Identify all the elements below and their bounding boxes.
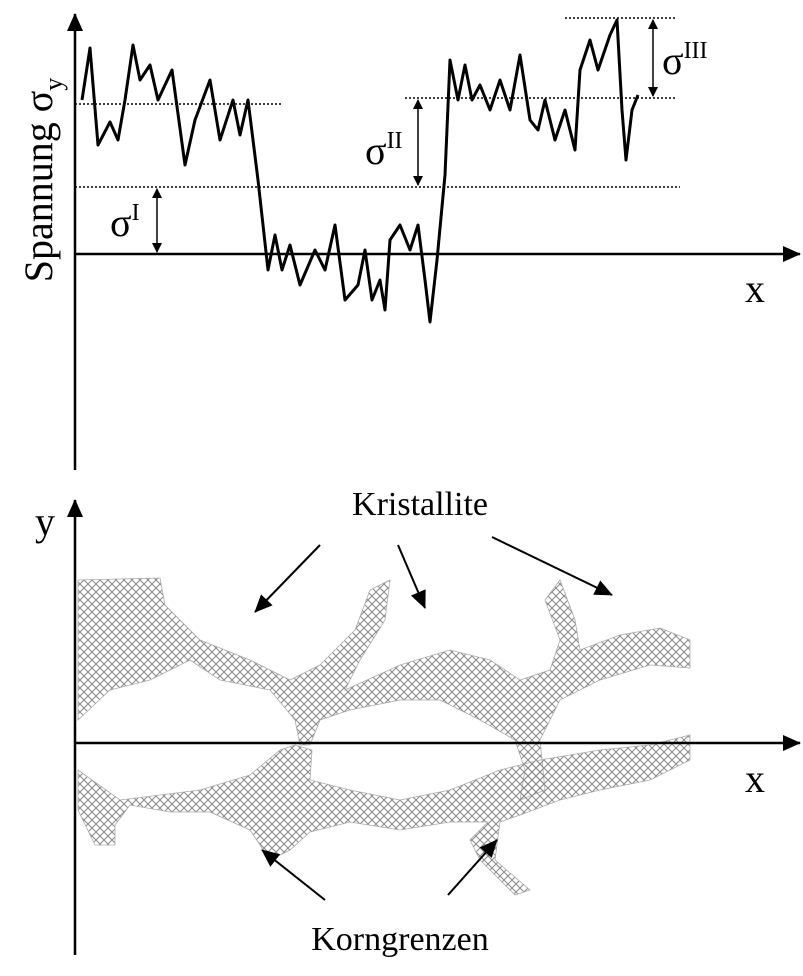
y-axis-label: Spannung σy: [16, 78, 68, 283]
annotation: σI: [110, 200, 140, 245]
x-axis-label: x: [745, 266, 765, 311]
stress-curve: [80, 18, 640, 324]
grain-boundaries: [77, 577, 691, 896]
level-arrows: [152, 19, 658, 253]
pointer-arrows: [254, 536, 613, 901]
annotation: σIII: [662, 38, 708, 83]
bottom-axes: [67, 499, 801, 955]
grain-boundaries-label: Korngrenzen: [311, 921, 488, 958]
crystallites-label: Kristallite: [352, 486, 488, 523]
x-axis-label: x: [745, 756, 765, 801]
annotation: σII: [365, 128, 403, 173]
y-axis-label: y: [35, 499, 55, 544]
